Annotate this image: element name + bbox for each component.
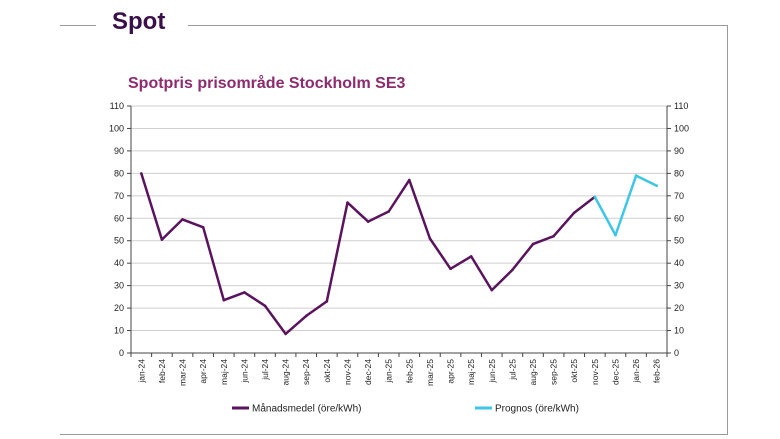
y-tick-label-left: 30 <box>114 281 124 291</box>
y-tick-label-left: 50 <box>114 236 124 246</box>
y-tick-label-right: 30 <box>674 281 684 291</box>
x-tick-label-aug-24: aug-24 <box>281 359 291 386</box>
x-tick-label-okt-25: okt-25 <box>569 359 579 383</box>
data-point-apr-25 <box>449 267 452 271</box>
y-tick-label-left: 70 <box>114 191 124 201</box>
legend-layer: Månadsmedel (öre/kWh) Prognos (öre/kWh) <box>232 403 579 415</box>
y-tick-label-right: 80 <box>674 168 684 178</box>
legend-label-1: Prognos (öre/kWh) <box>495 404 579 415</box>
data-point-maj-25 <box>469 255 473 258</box>
x-tick-label-jan-26: jan-26 <box>631 359 641 384</box>
data-point-jul-25 <box>511 268 514 272</box>
data-point-sep-25 <box>552 234 555 238</box>
frame-right-border <box>727 25 728 434</box>
x-tick-label-nov-25: nov-25 <box>590 359 600 385</box>
chart-title: Spotpris prisområde Stockholm SE3 <box>128 75 406 92</box>
data-point-jun-24 <box>243 291 246 294</box>
x-tick-label-maj-24: maj-24 <box>219 359 229 385</box>
data-point-okt-25 <box>572 211 576 214</box>
data-point-mar-24 <box>181 218 184 221</box>
data-point-jun-25 <box>490 288 494 292</box>
data-point-nov-24 <box>346 201 349 204</box>
data-point-nov-25 <box>593 195 597 199</box>
y-tick-label-right: 60 <box>674 213 684 223</box>
data-point-jul-24 <box>263 304 267 308</box>
y-tick-label-left: 100 <box>109 123 124 133</box>
data-point-okt-24 <box>325 300 329 303</box>
x-tick-label-nov-24: nov-24 <box>342 359 352 385</box>
y-tick-label-left: 0 <box>119 348 124 358</box>
y-tick-label-right: 20 <box>674 303 684 313</box>
y-tick-label-left: 60 <box>114 213 124 223</box>
x-tick-label-sep-25: sep-25 <box>549 359 559 385</box>
y-tick-label-left: 10 <box>114 326 124 336</box>
grid-layer <box>131 105 667 354</box>
x-tick-label-jul-25: jul-25 <box>507 359 517 381</box>
series-line-0 <box>140 173 596 336</box>
x-tick-label-jan-25: jan-25 <box>384 359 394 384</box>
x-tick-label-feb-24: feb-24 <box>157 359 167 383</box>
x-tick-label-jan-24: jan-24 <box>136 359 146 384</box>
x-tick-label-okt-24: okt-24 <box>322 359 332 383</box>
series-layer <box>140 172 658 336</box>
x-tick-label-feb-25: feb-25 <box>404 359 414 383</box>
x-tick-label-feb-26: feb-26 <box>652 359 662 383</box>
x-tick-label-dec-25: dec-25 <box>610 359 620 385</box>
data-point-feb-26 <box>655 184 658 188</box>
y-tick-label-left: 80 <box>114 168 124 178</box>
x-tick-label-mar-24: mar-24 <box>178 359 188 386</box>
data-point-mar-25 <box>428 237 432 240</box>
data-point-jan-24 <box>140 172 143 175</box>
x-tick-label-maj-25: maj-25 <box>466 359 476 385</box>
x-tick-label-aug-25: aug-25 <box>528 359 538 386</box>
data-point-apr-24 <box>201 225 205 229</box>
data-point-jan-25 <box>387 210 390 213</box>
y-tick-label-right: 70 <box>674 191 684 201</box>
x-tick-label-apr-24: apr-24 <box>198 359 208 384</box>
data-point-jan-26 <box>634 174 638 177</box>
y-tick-label-left: 20 <box>114 303 124 313</box>
data-point-dec-24 <box>366 220 370 223</box>
y-tick-label-right: 110 <box>674 101 688 111</box>
x-tick-label-jul-24: jul-24 <box>260 359 270 381</box>
axis-layer: 0 0 10 10 20 20 30 30 40 40 50 50 60 60 70 70 80 80 90 90 10… <box>109 101 689 386</box>
y-tick-label-right: 0 <box>674 348 679 358</box>
series-line-1 <box>593 174 658 237</box>
data-point-aug-24 <box>284 332 287 336</box>
y-tick-label-right: 90 <box>674 146 684 156</box>
x-tick-label-sep-24: sep-24 <box>301 359 311 385</box>
y-tick-label-right: 40 <box>674 258 684 268</box>
header-rule-left <box>60 25 96 26</box>
page-title: Spot <box>112 8 166 35</box>
legend-label-0: Månadsmedel (öre/kWh) <box>252 403 361 415</box>
x-tick-label-mar-25: mar-25 <box>425 359 435 386</box>
data-point-feb-25 <box>408 178 411 182</box>
data-point-aug-25 <box>531 242 535 246</box>
x-tick-label-jun-25: jun-25 <box>487 359 497 384</box>
y-tick-label-left: 40 <box>114 258 124 268</box>
frame-bottom-border <box>60 434 728 435</box>
x-tick-label-jun-24: jun-24 <box>239 359 249 384</box>
y-tick-label-left: 90 <box>114 146 124 156</box>
y-tick-label-right: 10 <box>674 326 684 336</box>
data-point-maj-24 <box>222 298 226 302</box>
header-rule-right <box>188 25 728 26</box>
x-tick-label-apr-25: apr-25 <box>446 359 456 384</box>
y-tick-label-left: 110 <box>110 101 124 111</box>
y-tick-label-right: 50 <box>674 236 684 246</box>
data-point-dec-25 <box>614 233 617 237</box>
data-point-feb-24 <box>160 238 164 241</box>
y-tick-label-right: 100 <box>674 123 689 133</box>
x-tick-label-dec-24: dec-24 <box>363 359 373 385</box>
data-point-sep-24 <box>304 314 308 318</box>
